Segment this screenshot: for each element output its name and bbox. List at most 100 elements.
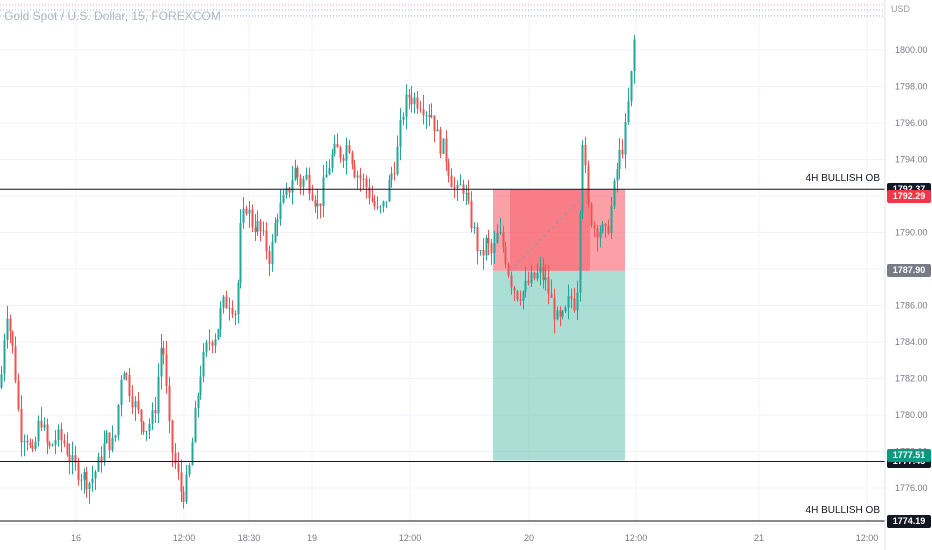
- candle-up: [276, 219, 279, 223]
- candle-down: [131, 396, 134, 408]
- candle-up: [57, 429, 60, 441]
- candle-up: [567, 296, 570, 308]
- time-tick-label: 16: [71, 533, 81, 543]
- candle-down: [368, 187, 371, 199]
- price-tick-label: 1796.00: [895, 118, 928, 128]
- candle-up: [316, 203, 319, 207]
- candle-up: [479, 249, 482, 251]
- candle-up: [581, 144, 584, 213]
- price-tick-label: 1786.00: [895, 301, 928, 311]
- candle-down: [319, 203, 322, 207]
- candle-up: [199, 376, 202, 396]
- candle-down: [162, 348, 165, 355]
- time-axis[interactable]: 16 12:00 18:30 19 12:00 20 12:00 21 12:00: [71, 533, 878, 543]
- candle-down: [502, 232, 505, 248]
- candle-up: [522, 291, 525, 301]
- candle-up: [157, 376, 160, 414]
- candle-down: [533, 272, 536, 279]
- candle-down: [447, 162, 450, 176]
- take-profit-zone: [493, 270, 625, 461]
- candle-up: [285, 187, 288, 196]
- candle-up: [160, 348, 163, 377]
- candle-down: [125, 373, 128, 375]
- candle-up: [633, 39, 636, 72]
- candle-down: [46, 424, 49, 444]
- candle-down: [14, 346, 17, 381]
- candle-up: [385, 201, 388, 203]
- candle-up: [325, 174, 328, 178]
- candle-up: [425, 114, 428, 116]
- candle-down: [268, 251, 271, 265]
- candle-up: [405, 94, 408, 117]
- candle-down: [231, 308, 234, 314]
- candle-up: [194, 408, 197, 443]
- time-tick-label: 18:30: [238, 533, 261, 543]
- candle-down: [140, 410, 143, 423]
- candle-up: [599, 231, 602, 238]
- candle-up: [148, 423, 151, 432]
- candle-down: [410, 97, 413, 105]
- candle-down: [467, 193, 470, 201]
- candle-up: [328, 168, 331, 175]
- candle-down: [365, 178, 368, 188]
- candle-down: [171, 420, 174, 453]
- candle-down: [108, 432, 111, 451]
- candle-down: [428, 114, 431, 117]
- candle-down: [17, 380, 20, 409]
- candle-down: [433, 115, 436, 132]
- candle-down: [553, 297, 556, 320]
- candle-up: [3, 340, 6, 375]
- horizontal-levels[interactable]: [0, 188, 885, 522]
- candle-up: [248, 209, 251, 214]
- candle-down: [311, 193, 314, 200]
- candle-up: [305, 174, 308, 180]
- candle-up: [6, 318, 9, 341]
- level-annotation: 4H BULLISH OB: [805, 505, 880, 517]
- candle-up: [188, 465, 191, 475]
- candle-up: [430, 115, 433, 117]
- candle-up: [271, 241, 274, 265]
- candle-up: [610, 206, 613, 233]
- candle-up: [97, 456, 100, 472]
- candle-down: [11, 331, 14, 347]
- candle-down: [604, 224, 607, 226]
- grid-lines: [0, 0, 885, 525]
- candle-down: [547, 277, 550, 294]
- position-diagonal: [509, 188, 591, 272]
- candle-up: [279, 202, 282, 220]
- candle-up: [539, 267, 542, 273]
- candle-down: [26, 440, 29, 443]
- candle-down: [422, 109, 425, 116]
- candle-up: [331, 154, 334, 169]
- candle-up: [219, 307, 222, 329]
- candle-down: [245, 208, 248, 214]
- candle-up: [530, 272, 533, 284]
- candle-down: [573, 298, 576, 311]
- candle-down: [142, 422, 145, 433]
- candle-down: [208, 342, 211, 344]
- price-tag: 1777.51: [887, 448, 931, 462]
- candle-series: [0, 34, 636, 509]
- candle-up: [302, 179, 305, 187]
- candle-up: [616, 169, 619, 181]
- candle-down: [516, 291, 519, 300]
- candle-up: [442, 138, 445, 154]
- candle-down: [510, 275, 513, 288]
- candle-down: [607, 225, 610, 233]
- candle-down: [180, 472, 183, 492]
- candle-up: [333, 143, 336, 155]
- level-annotation: 4H BULLISH OB: [805, 173, 880, 185]
- candle-down: [527, 280, 530, 284]
- price-tick-label: 1782.00: [895, 374, 928, 384]
- candle-down: [259, 220, 262, 232]
- candle-up: [105, 432, 108, 444]
- candle-down: [100, 456, 103, 463]
- candle-up: [0, 374, 3, 388]
- candle-down: [29, 442, 32, 446]
- price-tick-label: 1798.00: [895, 82, 928, 92]
- candle-down: [416, 97, 419, 109]
- candle-up: [613, 180, 616, 207]
- candle-up: [356, 175, 359, 178]
- candle-down: [254, 227, 257, 232]
